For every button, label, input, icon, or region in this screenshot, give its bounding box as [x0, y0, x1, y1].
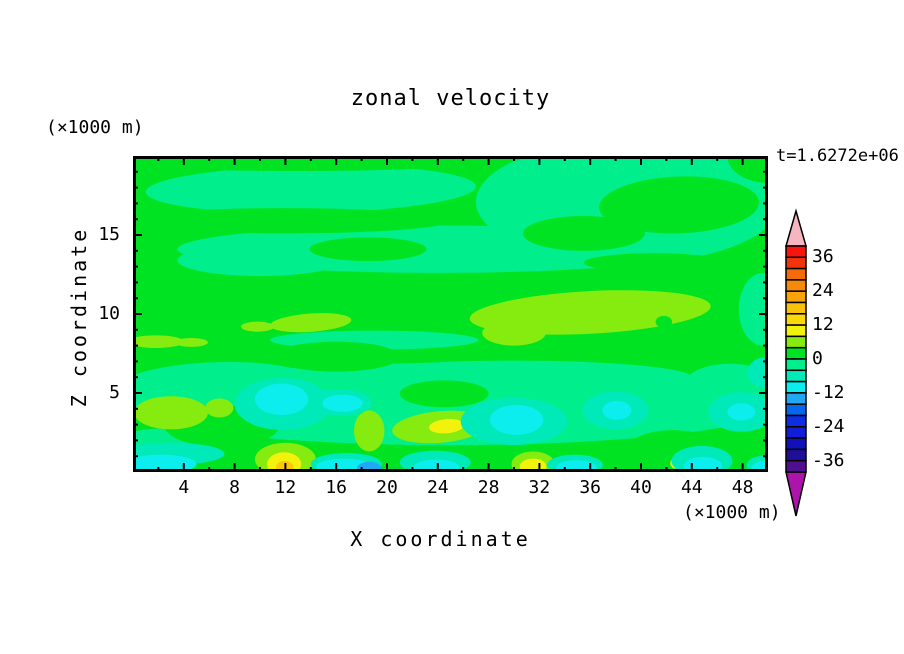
colorbar-cell--28--24: [785, 426, 807, 439]
z-axis-unit-label: (×1000 m): [46, 117, 144, 138]
contour-region-band--4..0: [738, 272, 768, 346]
contour-field-canvas: [133, 156, 768, 472]
colorbar-tick-label: 0: [812, 348, 823, 369]
contour-region-band-4..8: [205, 398, 234, 418]
colorbar-cell-32-36: [785, 256, 807, 270]
contour-region-band-4..8: [174, 338, 208, 347]
colorbar-cell--36--32: [785, 448, 807, 462]
plot-frame: [133, 156, 768, 472]
contour-region-band-0..4: [655, 315, 673, 328]
contour-region-band--12..-8: [254, 383, 309, 416]
contour-region-band--12..-8: [602, 400, 632, 420]
x-axis-unit-label: (×1000 m): [683, 502, 781, 523]
z-tick-label: 15: [98, 224, 120, 245]
contour-region-band--12..-8: [489, 404, 544, 435]
time-label: t=1.6272e+06: [776, 146, 899, 166]
contour-region-band-4..8: [482, 320, 546, 346]
x-tick-label: 4: [178, 477, 190, 498]
colorbar-over-arrow: [785, 208, 807, 247]
contour-region-band-4..8: [240, 321, 274, 332]
x-tick-label: 48: [731, 477, 754, 498]
contour-region-band-0..4: [522, 216, 645, 251]
contour-region-band--8..-4: [747, 357, 768, 388]
colorbar-cell-28-32: [785, 267, 807, 281]
colorbar-cell--4-0: [785, 358, 807, 372]
x-tick-label: 20: [376, 477, 398, 498]
colorbar-cell--16--12: [785, 392, 807, 405]
contour-region-band-0..4: [583, 253, 724, 273]
x-tick-label: 36: [579, 477, 602, 498]
contour-region-band--12..-8: [322, 394, 363, 412]
colorbar-cell-12-16: [785, 313, 807, 326]
colorbar-cell-8-12: [785, 324, 807, 338]
colorbar-tick-label: -12: [812, 381, 845, 403]
colorbar-cell-16-20: [785, 301, 807, 315]
x-tick-label: 24: [426, 477, 449, 498]
colorbar-cell--8--4: [785, 369, 807, 383]
colorbar-tick-label: -36: [812, 449, 845, 471]
contour-region-band--12..-8: [684, 456, 723, 472]
x-tick-label: 28: [477, 477, 500, 498]
contour-region-band-0..4: [727, 156, 768, 183]
plot-title: zonal velocity: [350, 86, 551, 111]
x-tick-label: 16: [325, 477, 348, 498]
x-tick-label: 12: [274, 477, 297, 498]
colorbar: [778, 206, 868, 522]
contour-region-band-4..8: [134, 396, 208, 430]
contour-region-band-8..12: [428, 418, 465, 434]
colorbar-tick-label: 36: [812, 246, 834, 268]
x-tick-label: 40: [630, 477, 652, 498]
x-tick-label: 32: [528, 477, 551, 498]
colorbar-tick-label: -24: [812, 415, 845, 437]
contour-region-band-4..8: [133, 335, 184, 348]
x-axis-label: X coordinate: [350, 527, 531, 551]
colorbar-cell-36-40: [785, 245, 807, 259]
contour-region-band-4..8: [353, 410, 385, 452]
colorbar-cell-4-8: [785, 335, 807, 349]
colorbar-cell-24-28: [785, 279, 807, 292]
colorbar-cell--32--28: [785, 437, 807, 451]
contour-region-band-0..4: [272, 341, 400, 372]
colorbar-tick-label: 12: [812, 314, 834, 336]
contour-region-band-0..4: [309, 237, 427, 262]
colorbar-tick-label: 24: [812, 280, 834, 302]
colorbar-canvas: [785, 208, 807, 517]
contour-region-band-0..4: [133, 156, 527, 172]
x-tick-label: 44: [680, 477, 703, 498]
contour-field: [133, 156, 768, 472]
x-tick-label: 8: [229, 477, 241, 498]
colorbar-cell--20--16: [785, 403, 807, 417]
colorbar-cell-20-24: [785, 290, 807, 304]
contour-region-band--12..-8: [413, 459, 460, 472]
colorbar-under-arrow: [785, 471, 807, 517]
contour-region-band--12..-8: [133, 454, 197, 472]
contour-region-band-0..4: [399, 380, 489, 408]
colorbar-cell-0-4: [785, 346, 807, 360]
contour-region-band-4..8: [270, 313, 352, 333]
contour-region-band--4..0: [145, 165, 476, 214]
colorbar-cell--40--36: [785, 459, 807, 473]
z-tick-label: 10: [98, 303, 120, 324]
contour-region-band-0..4: [133, 208, 451, 234]
contour-region-band-0..4: [599, 176, 760, 234]
contour-region-band--4..0: [177, 244, 343, 277]
contour-region-band--4..0: [336, 360, 692, 394]
z-tick-label: 5: [109, 382, 120, 403]
colorbar-cell--12--8: [785, 380, 807, 394]
colorbar-cell--24--20: [785, 414, 807, 428]
contour-region-band--12..-8: [727, 403, 756, 421]
